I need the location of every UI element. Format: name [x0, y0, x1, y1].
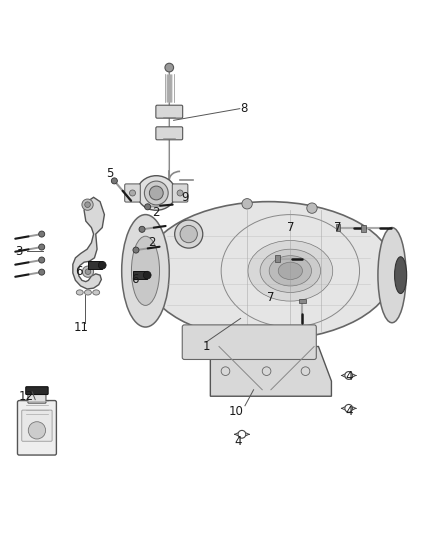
Circle shape [39, 257, 45, 263]
Text: 3: 3 [15, 245, 23, 258]
FancyBboxPatch shape [182, 325, 316, 359]
Text: 2: 2 [148, 236, 156, 249]
Polygon shape [73, 197, 104, 289]
FancyBboxPatch shape [172, 184, 188, 202]
Ellipse shape [145, 181, 168, 205]
Text: 2: 2 [152, 206, 160, 219]
Polygon shape [210, 346, 332, 396]
Polygon shape [134, 271, 147, 279]
Text: 4: 4 [345, 405, 353, 418]
Text: 6: 6 [131, 273, 138, 286]
Ellipse shape [93, 290, 100, 295]
Text: 6: 6 [75, 265, 82, 278]
Polygon shape [88, 261, 102, 269]
Circle shape [133, 247, 139, 253]
FancyBboxPatch shape [28, 392, 46, 403]
Circle shape [242, 199, 252, 209]
Text: 10: 10 [229, 405, 244, 418]
Circle shape [111, 178, 117, 184]
Circle shape [145, 204, 151, 210]
FancyBboxPatch shape [18, 401, 57, 455]
Ellipse shape [149, 186, 163, 200]
Circle shape [39, 231, 45, 237]
Circle shape [28, 422, 46, 439]
Ellipse shape [85, 290, 92, 295]
Circle shape [165, 63, 173, 72]
Circle shape [82, 266, 94, 277]
Circle shape [85, 202, 90, 207]
Text: 5: 5 [106, 167, 113, 180]
Text: 7: 7 [286, 221, 294, 234]
Text: 7: 7 [334, 221, 342, 234]
Circle shape [143, 271, 151, 279]
Text: 11: 11 [74, 320, 89, 334]
Text: 8: 8 [240, 102, 248, 115]
Text: 4: 4 [235, 435, 242, 448]
Ellipse shape [175, 220, 203, 248]
FancyBboxPatch shape [26, 387, 48, 394]
Ellipse shape [76, 290, 83, 295]
Circle shape [82, 199, 93, 211]
Ellipse shape [137, 176, 176, 211]
Text: 7: 7 [267, 291, 275, 304]
Ellipse shape [395, 257, 406, 294]
Ellipse shape [180, 225, 198, 243]
Circle shape [139, 227, 145, 232]
FancyBboxPatch shape [156, 127, 183, 140]
Polygon shape [336, 224, 340, 231]
Circle shape [130, 190, 135, 196]
Circle shape [307, 203, 317, 213]
Ellipse shape [143, 201, 394, 340]
Circle shape [99, 261, 106, 269]
Polygon shape [361, 225, 366, 232]
Ellipse shape [278, 262, 303, 279]
Circle shape [39, 244, 45, 250]
FancyBboxPatch shape [22, 410, 52, 441]
Ellipse shape [122, 215, 169, 327]
Ellipse shape [260, 249, 321, 293]
Text: 12: 12 [19, 390, 34, 403]
Circle shape [177, 190, 183, 196]
Ellipse shape [248, 240, 333, 301]
Text: 4: 4 [345, 370, 353, 383]
Text: 9: 9 [181, 191, 189, 204]
Text: 1: 1 [202, 340, 210, 353]
Ellipse shape [269, 256, 311, 286]
FancyBboxPatch shape [125, 184, 140, 202]
Ellipse shape [131, 236, 159, 305]
Polygon shape [299, 298, 306, 303]
Circle shape [85, 269, 91, 274]
Ellipse shape [378, 228, 406, 322]
Polygon shape [275, 255, 279, 262]
FancyBboxPatch shape [156, 105, 183, 118]
Circle shape [39, 269, 45, 275]
